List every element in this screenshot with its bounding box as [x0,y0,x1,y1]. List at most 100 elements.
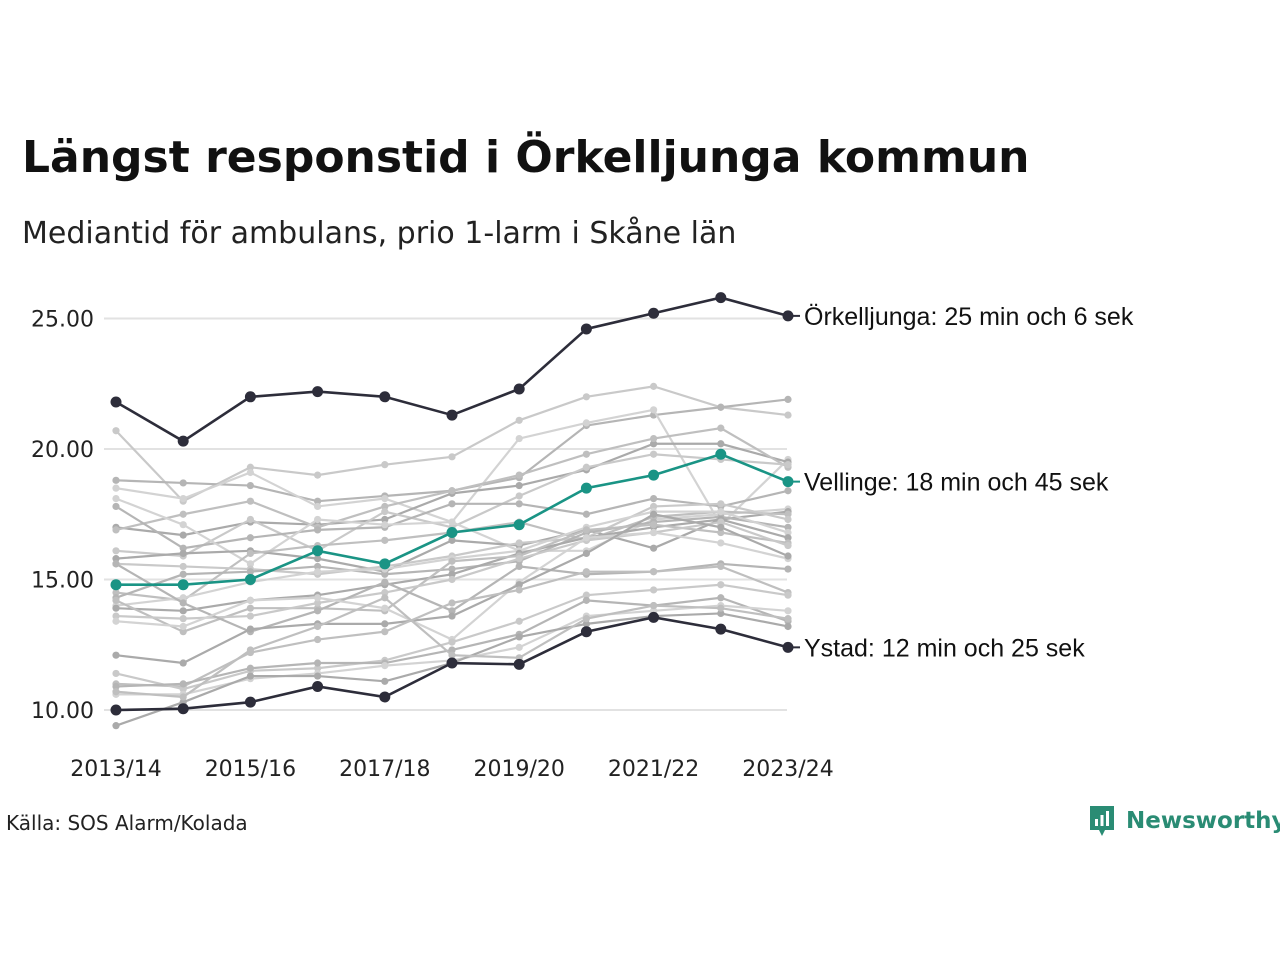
data-point [312,681,324,693]
data-point [112,596,120,604]
data-point [112,612,120,620]
data-point [246,468,254,477]
y-tick-label: 15.00 [31,569,94,594]
data-point [582,549,591,558]
data-point [179,680,187,688]
data-point [381,677,389,685]
data-point [717,424,725,432]
background-series-line [112,581,792,693]
data-point [314,672,322,680]
data-point [381,594,389,602]
data-point [246,549,254,558]
background-series-line [112,609,792,730]
data-point [448,453,456,461]
data-point [112,526,120,534]
data-point [515,471,523,479]
series-ystad [110,611,794,716]
data-point [515,492,523,500]
data-point [179,615,187,623]
data-point [177,579,189,591]
data-point [784,534,792,542]
x-tick-label: 2019/20 [473,757,564,782]
x-tick-label: 2017/18 [339,757,430,782]
data-point [110,396,122,408]
data-point [381,570,389,578]
data-point [650,406,658,414]
data-point [648,611,660,623]
y-axis-ticks: 10.00 15.00 20.00 25.00 [31,308,94,725]
data-point [246,646,254,654]
data-point [582,510,591,518]
y-tick-label: 10.00 [31,699,94,724]
chart-subtitle: Mediantid för ambulans, prio 1-larm i Sk… [22,216,737,251]
data-point [381,461,389,469]
series-end-label: Örkelljunga: 25 min och 6 sek [804,303,1134,331]
x-tick-label: 2013/14 [70,757,161,782]
data-point [246,596,254,604]
data-point [515,555,523,563]
data-point [314,526,322,534]
data-point [784,615,792,623]
data-point [650,494,658,503]
data-point [314,594,322,602]
data-point [379,691,391,703]
data-point [650,382,658,390]
data-point [112,617,120,625]
data-point [246,568,254,576]
data-point [381,502,389,511]
data-point [717,528,725,537]
data-point [717,562,725,571]
data-point [177,435,189,447]
data-point [314,502,322,511]
data-point [179,659,187,667]
newsworthy-logo: Newsworthy [1088,804,1280,838]
data-point [784,552,792,560]
logo-text: Newsworthy [1126,808,1280,834]
data-point [448,651,456,659]
data-point [580,482,592,494]
data-point [784,565,792,573]
data-point [717,539,725,547]
data-point [715,448,727,460]
data-point [717,609,725,618]
data-point [179,622,187,631]
data-point [179,479,187,487]
data-point [246,515,254,524]
data-point [314,562,322,571]
source-note: Källa: SOS Alarm/Kolada [6,811,248,835]
data-point [582,450,591,458]
data-point [112,588,120,597]
data-point [717,594,725,602]
data-point [582,596,591,604]
data-point [513,519,525,531]
data-point [246,481,254,490]
data-point [580,323,592,335]
data-point [314,622,322,631]
data-point [381,515,389,524]
data-point [515,500,523,508]
data-point [650,434,658,443]
data-point [179,599,187,607]
data-point [648,307,660,319]
data-point [314,568,322,576]
data-point [784,515,792,524]
data-point [112,476,120,484]
y-tick-label: 25.00 [31,308,94,333]
data-point [179,494,187,503]
data-point [448,575,456,584]
data-point [448,612,456,620]
data-point [112,484,120,492]
data-point [448,518,456,526]
data-point [314,555,322,563]
data-point [448,646,456,654]
data-point [112,651,120,659]
data-point [717,518,725,526]
data-point [448,565,456,573]
data-point [446,527,458,539]
data-point [179,531,187,539]
data-point [650,544,658,552]
data-point [112,502,120,511]
series-vellinge [110,448,794,591]
data-point [448,638,456,646]
